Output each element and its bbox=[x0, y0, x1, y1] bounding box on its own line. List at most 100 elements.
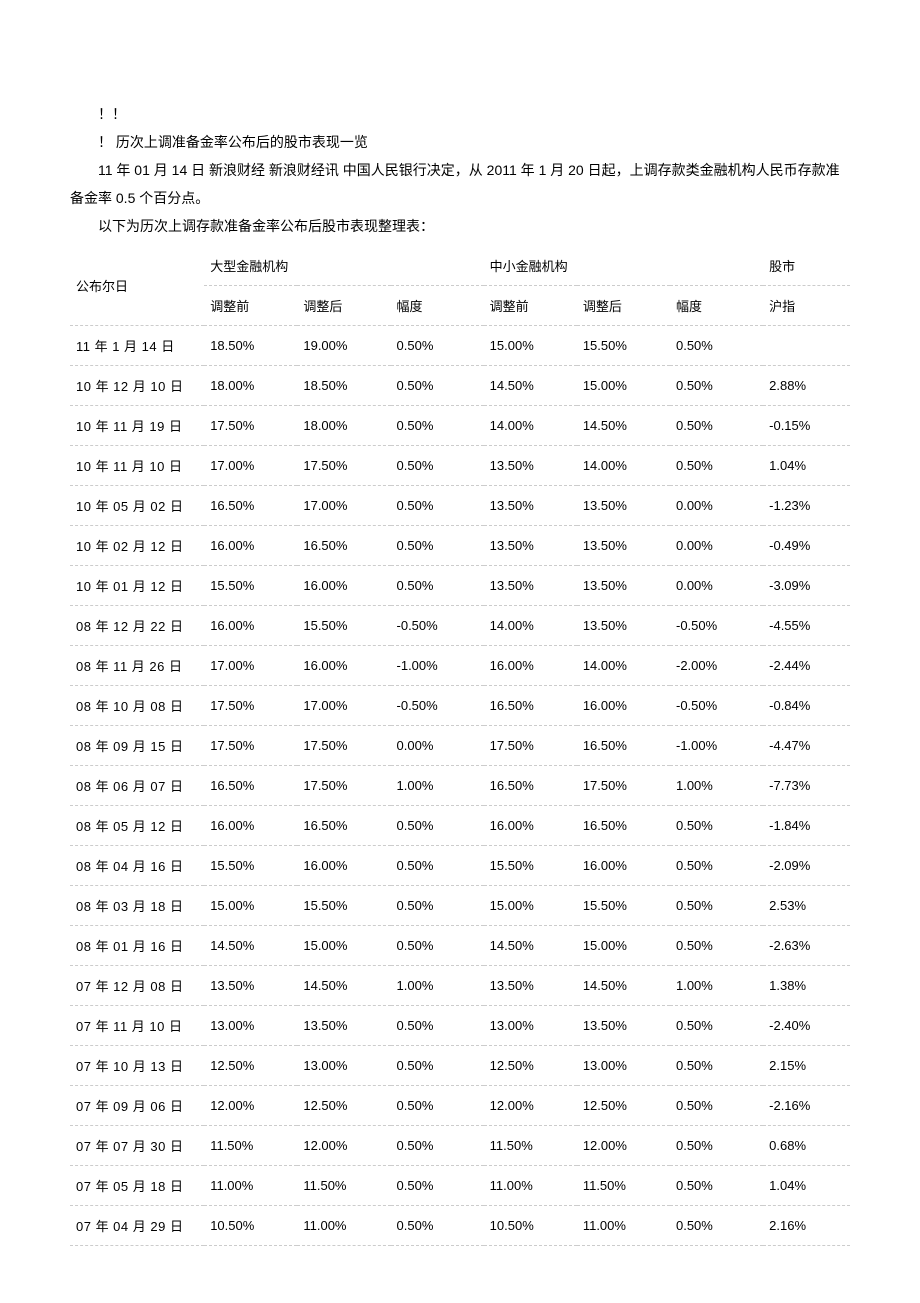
cell-large-after: 15.50% bbox=[297, 886, 390, 926]
cell-small-after: 12.00% bbox=[577, 1126, 670, 1166]
cell-small-range: 0.00% bbox=[670, 566, 763, 606]
cell-small-range: 0.50% bbox=[670, 446, 763, 486]
cell-large-range: 1.00% bbox=[391, 766, 484, 806]
cell-index: 2.15% bbox=[763, 1046, 850, 1086]
cell-large-after: 13.50% bbox=[297, 1006, 390, 1046]
cell-large-before: 13.00% bbox=[204, 1006, 297, 1046]
cell-small-before: 15.00% bbox=[484, 326, 577, 366]
cell-large-before: 16.50% bbox=[204, 486, 297, 526]
cell-large-before: 11.50% bbox=[204, 1126, 297, 1166]
cell-date: 08 年 04 月 16 日 bbox=[70, 846, 204, 886]
table-row: 10 年 11 月 10 日17.00%17.50%0.50%13.50%14.… bbox=[70, 446, 850, 486]
cell-index: 2.53% bbox=[763, 886, 850, 926]
header-small-before: 调整前 bbox=[484, 286, 577, 326]
table-body: 11 年 1 月 14 日18.50%19.00%0.50%15.00%15.5… bbox=[70, 326, 850, 1246]
cell-date: 07 年 10 月 13 日 bbox=[70, 1046, 204, 1086]
cell-small-range: -0.50% bbox=[670, 606, 763, 646]
cell-small-range: 0.50% bbox=[670, 886, 763, 926]
table-row: 08 年 09 月 15 日17.50%17.50%0.00%17.50%16.… bbox=[70, 726, 850, 766]
table-row: 10 年 05 月 02 日16.50%17.00%0.50%13.50%13.… bbox=[70, 486, 850, 526]
cell-index: -2.40% bbox=[763, 1006, 850, 1046]
cell-date: 08 年 11 月 26 日 bbox=[70, 646, 204, 686]
cell-index: -1.23% bbox=[763, 486, 850, 526]
table-row: 08 年 05 月 12 日16.00%16.50%0.50%16.00%16.… bbox=[70, 806, 850, 846]
cell-index: -7.73% bbox=[763, 766, 850, 806]
cell-small-before: 11.00% bbox=[484, 1166, 577, 1206]
cell-small-after: 15.50% bbox=[577, 886, 670, 926]
cell-index: -0.84% bbox=[763, 686, 850, 726]
cell-large-range: -0.50% bbox=[391, 606, 484, 646]
cell-large-after: 17.00% bbox=[297, 486, 390, 526]
cell-date: 07 年 05 月 18 日 bbox=[70, 1166, 204, 1206]
cell-small-range: 0.50% bbox=[670, 1006, 763, 1046]
cell-small-after: 11.00% bbox=[577, 1206, 670, 1246]
cell-index: 1.04% bbox=[763, 446, 850, 486]
cell-large-before: 16.50% bbox=[204, 766, 297, 806]
cell-index: -4.55% bbox=[763, 606, 850, 646]
cell-large-after: 16.50% bbox=[297, 806, 390, 846]
cell-small-before: 15.50% bbox=[484, 846, 577, 886]
cell-date: 08 年 06 月 07 日 bbox=[70, 766, 204, 806]
cell-date: 10 年 11 月 10 日 bbox=[70, 446, 204, 486]
cell-date: 07 年 04 月 29 日 bbox=[70, 1206, 204, 1246]
cell-small-after: 15.00% bbox=[577, 366, 670, 406]
cell-small-after: 13.00% bbox=[577, 1046, 670, 1086]
cell-small-after: 13.50% bbox=[577, 1006, 670, 1046]
cell-date: 08 年 05 月 12 日 bbox=[70, 806, 204, 846]
cell-index: -0.49% bbox=[763, 526, 850, 566]
intro-block: ！！ ！ 历次上调准备金率公布后的股市表现一览 11 年 01 月 14 日 新… bbox=[70, 100, 850, 240]
cell-small-after: 12.50% bbox=[577, 1086, 670, 1126]
cell-large-after: 15.00% bbox=[297, 926, 390, 966]
reserve-ratio-table: 公布尔日 大型金融机构 中小金融机构 股市 调整前 调整后 幅度 调整前 调整后… bbox=[70, 246, 850, 1246]
cell-small-after: 13.50% bbox=[577, 526, 670, 566]
table-row: 07 年 10 月 13 日12.50%13.00%0.50%12.50%13.… bbox=[70, 1046, 850, 1086]
cell-small-after: 16.50% bbox=[577, 806, 670, 846]
cell-small-before: 17.50% bbox=[484, 726, 577, 766]
cell-small-before: 16.50% bbox=[484, 766, 577, 806]
table-row: 07 年 07 月 30 日11.50%12.00%0.50%11.50%12.… bbox=[70, 1126, 850, 1166]
header-large-before: 调整前 bbox=[204, 286, 297, 326]
cell-small-range: 0.50% bbox=[670, 1046, 763, 1086]
cell-large-range: 0.50% bbox=[391, 1086, 484, 1126]
cell-large-range: 0.50% bbox=[391, 806, 484, 846]
cell-small-before: 13.50% bbox=[484, 966, 577, 1006]
cell-small-range: 0.50% bbox=[670, 1126, 763, 1166]
table-row: 07 年 09 月 06 日12.00%12.50%0.50%12.00%12.… bbox=[70, 1086, 850, 1126]
cell-large-range: 0.50% bbox=[391, 326, 484, 366]
cell-large-before: 18.00% bbox=[204, 366, 297, 406]
cell-large-after: 16.50% bbox=[297, 526, 390, 566]
cell-large-before: 11.00% bbox=[204, 1166, 297, 1206]
cell-small-before: 14.00% bbox=[484, 406, 577, 446]
cell-small-after: 14.00% bbox=[577, 446, 670, 486]
cell-index: -4.47% bbox=[763, 726, 850, 766]
cell-index: 0.68% bbox=[763, 1126, 850, 1166]
cell-small-before: 16.50% bbox=[484, 686, 577, 726]
cell-date: 07 年 11 月 10 日 bbox=[70, 1006, 204, 1046]
cell-large-before: 16.00% bbox=[204, 806, 297, 846]
cell-date: 08 年 12 月 22 日 bbox=[70, 606, 204, 646]
cell-small-after: 14.00% bbox=[577, 646, 670, 686]
cell-large-before: 17.00% bbox=[204, 646, 297, 686]
intro-line-2: ！ 历次上调准备金率公布后的股市表现一览 bbox=[70, 128, 850, 156]
cell-large-before: 12.50% bbox=[204, 1046, 297, 1086]
table-row: 10 年 01 月 12 日15.50%16.00%0.50%13.50%13.… bbox=[70, 566, 850, 606]
cell-large-before: 15.50% bbox=[204, 846, 297, 886]
cell-index: -2.63% bbox=[763, 926, 850, 966]
cell-index: -2.16% bbox=[763, 1086, 850, 1126]
header-large: 大型金融机构 bbox=[204, 246, 483, 286]
cell-large-range: 0.50% bbox=[391, 846, 484, 886]
cell-index: -3.09% bbox=[763, 566, 850, 606]
header-small: 中小金融机构 bbox=[484, 246, 763, 286]
cell-large-before: 17.50% bbox=[204, 726, 297, 766]
cell-large-before: 15.00% bbox=[204, 886, 297, 926]
table-row: 10 年 02 月 12 日16.00%16.50%0.50%13.50%13.… bbox=[70, 526, 850, 566]
intro-line-3: 11 年 01 月 14 日 新浪财经 新浪财经讯 中国人民银行决定，从 201… bbox=[70, 156, 850, 212]
table-row: 07 年 04 月 29 日10.50%11.00%0.50%10.50%11.… bbox=[70, 1206, 850, 1246]
cell-date: 11 年 1 月 14 日 bbox=[70, 326, 204, 366]
cell-small-after: 13.50% bbox=[577, 606, 670, 646]
table-header: 公布尔日 大型金融机构 中小金融机构 股市 调整前 调整后 幅度 调整前 调整后… bbox=[70, 246, 850, 326]
cell-date: 10 年 05 月 02 日 bbox=[70, 486, 204, 526]
cell-small-before: 13.50% bbox=[484, 566, 577, 606]
header-small-range: 幅度 bbox=[670, 286, 763, 326]
cell-small-range: 0.50% bbox=[670, 926, 763, 966]
